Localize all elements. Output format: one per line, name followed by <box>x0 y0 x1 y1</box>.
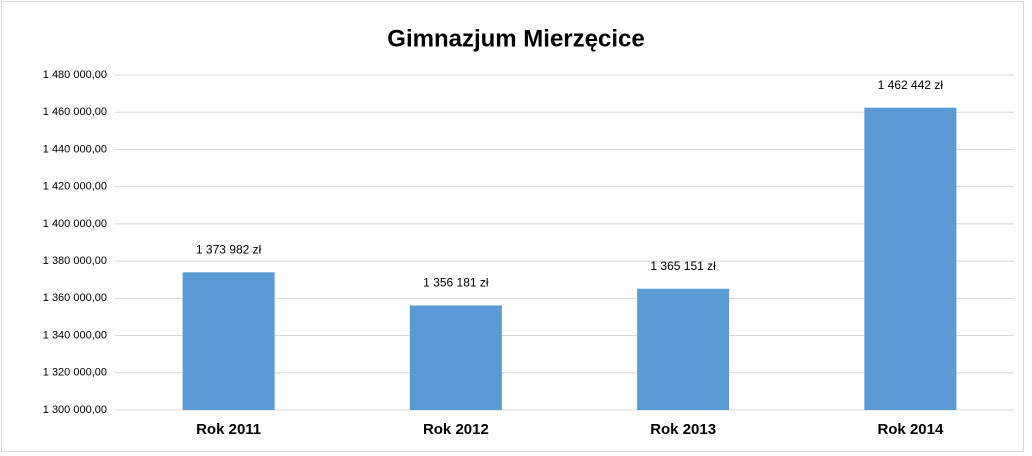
y-tick-label: 1 380 000,00 <box>43 255 107 267</box>
bar <box>637 288 730 410</box>
y-tick-label: 1 360 000,00 <box>43 292 107 304</box>
bar <box>182 272 275 410</box>
chart-title: Gimnazjum Mierzęcice <box>387 25 644 52</box>
x-tick-label: Rok 2011 <box>196 421 261 438</box>
data-label: 1 365 151 zł <box>650 259 716 273</box>
bar <box>409 305 502 410</box>
x-tick-label: Rok 2013 <box>650 421 716 438</box>
x-tick-label: Rok 2012 <box>423 421 489 438</box>
y-tick-label: 1 320 000,00 <box>43 367 107 379</box>
y-tick-label: 1 300 000,00 <box>43 404 107 416</box>
bar <box>864 107 957 410</box>
y-tick-label: 1 440 000,00 <box>43 143 107 155</box>
y-tick-label: 1 460 000,00 <box>43 106 107 118</box>
y-tick-label: 1 340 000,00 <box>43 329 107 341</box>
data-label: 1 373 982 zł <box>196 242 262 256</box>
y-tick-label: 1 480 000,00 <box>43 69 107 81</box>
y-tick-label: 1 420 000,00 <box>43 181 107 193</box>
data-label: 1 356 181 zł <box>423 276 489 290</box>
y-tick-label: 1 400 000,00 <box>43 218 107 230</box>
x-tick-label: Rok 2014 <box>877 421 944 438</box>
data-label: 1 462 442 zł <box>878 78 944 92</box>
